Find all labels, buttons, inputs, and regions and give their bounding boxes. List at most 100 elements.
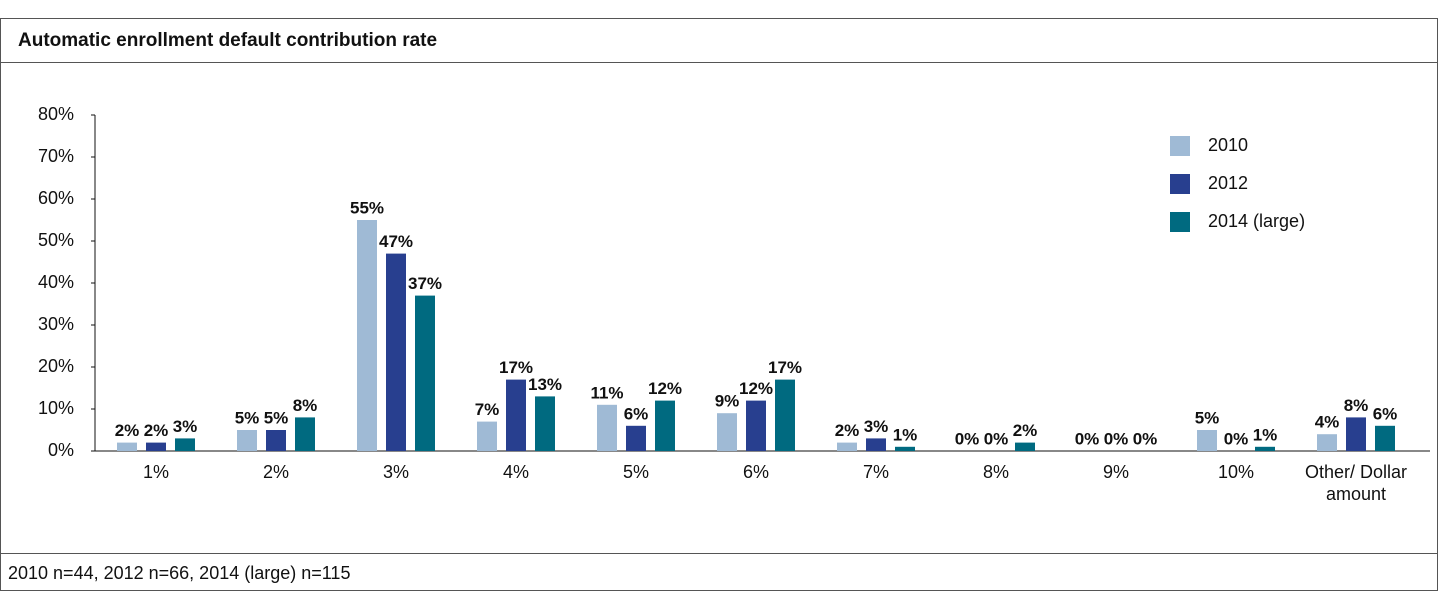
value-label: 12% [739, 379, 773, 398]
value-label: 0% [955, 429, 980, 448]
value-label: 1% [893, 425, 918, 444]
value-label: 2% [144, 421, 169, 440]
bar [746, 400, 766, 451]
x-tick-label: 9% [1102, 462, 1129, 482]
bar [626, 425, 646, 451]
x-tick-label-box: 7% [862, 462, 889, 482]
x-tick-label: 2% [262, 462, 289, 482]
bar [1346, 417, 1366, 451]
y-tick-label: 80% [38, 104, 74, 124]
x-tick-label-box: 10% [1217, 462, 1255, 482]
value-label: 0% [1224, 429, 1249, 448]
y-tick-label: 40% [38, 272, 74, 292]
value-label: 5% [264, 408, 289, 427]
value-label: 2% [835, 421, 860, 440]
value-label: 5% [1195, 408, 1220, 427]
y-tick-label: 70% [38, 146, 74, 166]
value-label: 17% [499, 358, 533, 377]
value-label: 1% [1253, 425, 1278, 444]
bar [1317, 434, 1337, 451]
value-label: 55% [350, 198, 384, 217]
bar [295, 417, 315, 451]
bar [237, 430, 257, 451]
bar [597, 404, 617, 451]
bar [146, 442, 166, 451]
legend-label: 2010 [1208, 135, 1248, 155]
bar [866, 438, 886, 451]
bar [357, 220, 377, 451]
y-tick-label: 30% [38, 314, 74, 334]
bar [175, 438, 195, 451]
x-tick-label: 5% [622, 462, 649, 482]
value-label: 6% [1373, 404, 1398, 423]
bar [386, 253, 406, 451]
bar [1255, 446, 1275, 451]
x-tick-label-box: Other/ Dollar amount [1304, 462, 1408, 504]
x-tick-label-box: 3% [382, 462, 409, 482]
x-tick-label-box: 8% [982, 462, 1009, 482]
value-label: 11% [590, 383, 623, 402]
value-label: 3% [173, 417, 198, 436]
legend-swatch [1170, 174, 1190, 194]
bar [837, 442, 857, 451]
value-label: 37% [408, 274, 442, 293]
y-tick-label: 60% [38, 188, 74, 208]
x-tick-label: 4% [502, 462, 529, 482]
value-label: 8% [1344, 396, 1369, 415]
bar [535, 396, 555, 451]
bar [506, 379, 526, 451]
value-label: 3% [864, 417, 889, 436]
footnote: 2010 n=44, 2012 n=66, 2014 (large) n=115 [8, 563, 350, 583]
bar [1015, 442, 1035, 451]
bar [477, 421, 497, 451]
x-tick-label: 10% [1217, 462, 1255, 482]
bar [117, 442, 137, 451]
x-tick-label-box: 5% [622, 462, 649, 482]
value-label: 6% [624, 404, 649, 423]
bar [775, 379, 795, 451]
value-label: 0% [1104, 429, 1129, 448]
x-tick-label-box: 1% [142, 462, 169, 482]
value-label: 2% [115, 421, 140, 440]
value-label: 8% [293, 396, 318, 415]
bar [895, 446, 915, 451]
y-tick-label: 50% [38, 230, 74, 250]
value-label: 0% [984, 429, 1009, 448]
value-label: 0% [1075, 429, 1100, 448]
bar [415, 295, 435, 451]
value-label: 47% [379, 232, 413, 251]
x-tick-label-box: 4% [502, 462, 529, 482]
value-label: 12% [648, 379, 682, 398]
x-tick-label: Other/ Dollar amount [1304, 462, 1408, 504]
x-tick-label: 8% [982, 462, 1009, 482]
value-label: 7% [475, 400, 500, 419]
value-label: 2% [1013, 421, 1038, 440]
x-tick-label-box: 6% [742, 462, 769, 482]
value-label: 5% [235, 408, 260, 427]
y-tick-label: 0% [48, 440, 74, 460]
y-tick-label: 10% [38, 398, 74, 418]
y-tick-label: 20% [38, 356, 74, 376]
bar [266, 430, 286, 451]
x-tick-label: 6% [742, 462, 769, 482]
x-tick-label-box: 2% [262, 462, 289, 482]
bar [655, 400, 675, 451]
legend-label: 2014 (large) [1208, 211, 1305, 231]
legend-swatch [1170, 136, 1190, 156]
bar [717, 413, 737, 451]
bar [1197, 430, 1217, 451]
value-label: 17% [768, 358, 802, 377]
bar [1375, 425, 1395, 451]
legend-label: 2012 [1208, 173, 1248, 193]
x-tick-label: 1% [142, 462, 169, 482]
value-label: 0% [1133, 429, 1158, 448]
value-label: 9% [715, 392, 740, 411]
value-label: 13% [528, 375, 562, 394]
legend-swatch [1170, 212, 1190, 232]
x-tick-label: 7% [862, 462, 889, 482]
x-tick-label: 3% [382, 462, 409, 482]
value-label: 4% [1315, 413, 1340, 432]
x-tick-label-box: 9% [1102, 462, 1129, 482]
chart-title: Automatic enrollment default contributio… [18, 30, 437, 51]
